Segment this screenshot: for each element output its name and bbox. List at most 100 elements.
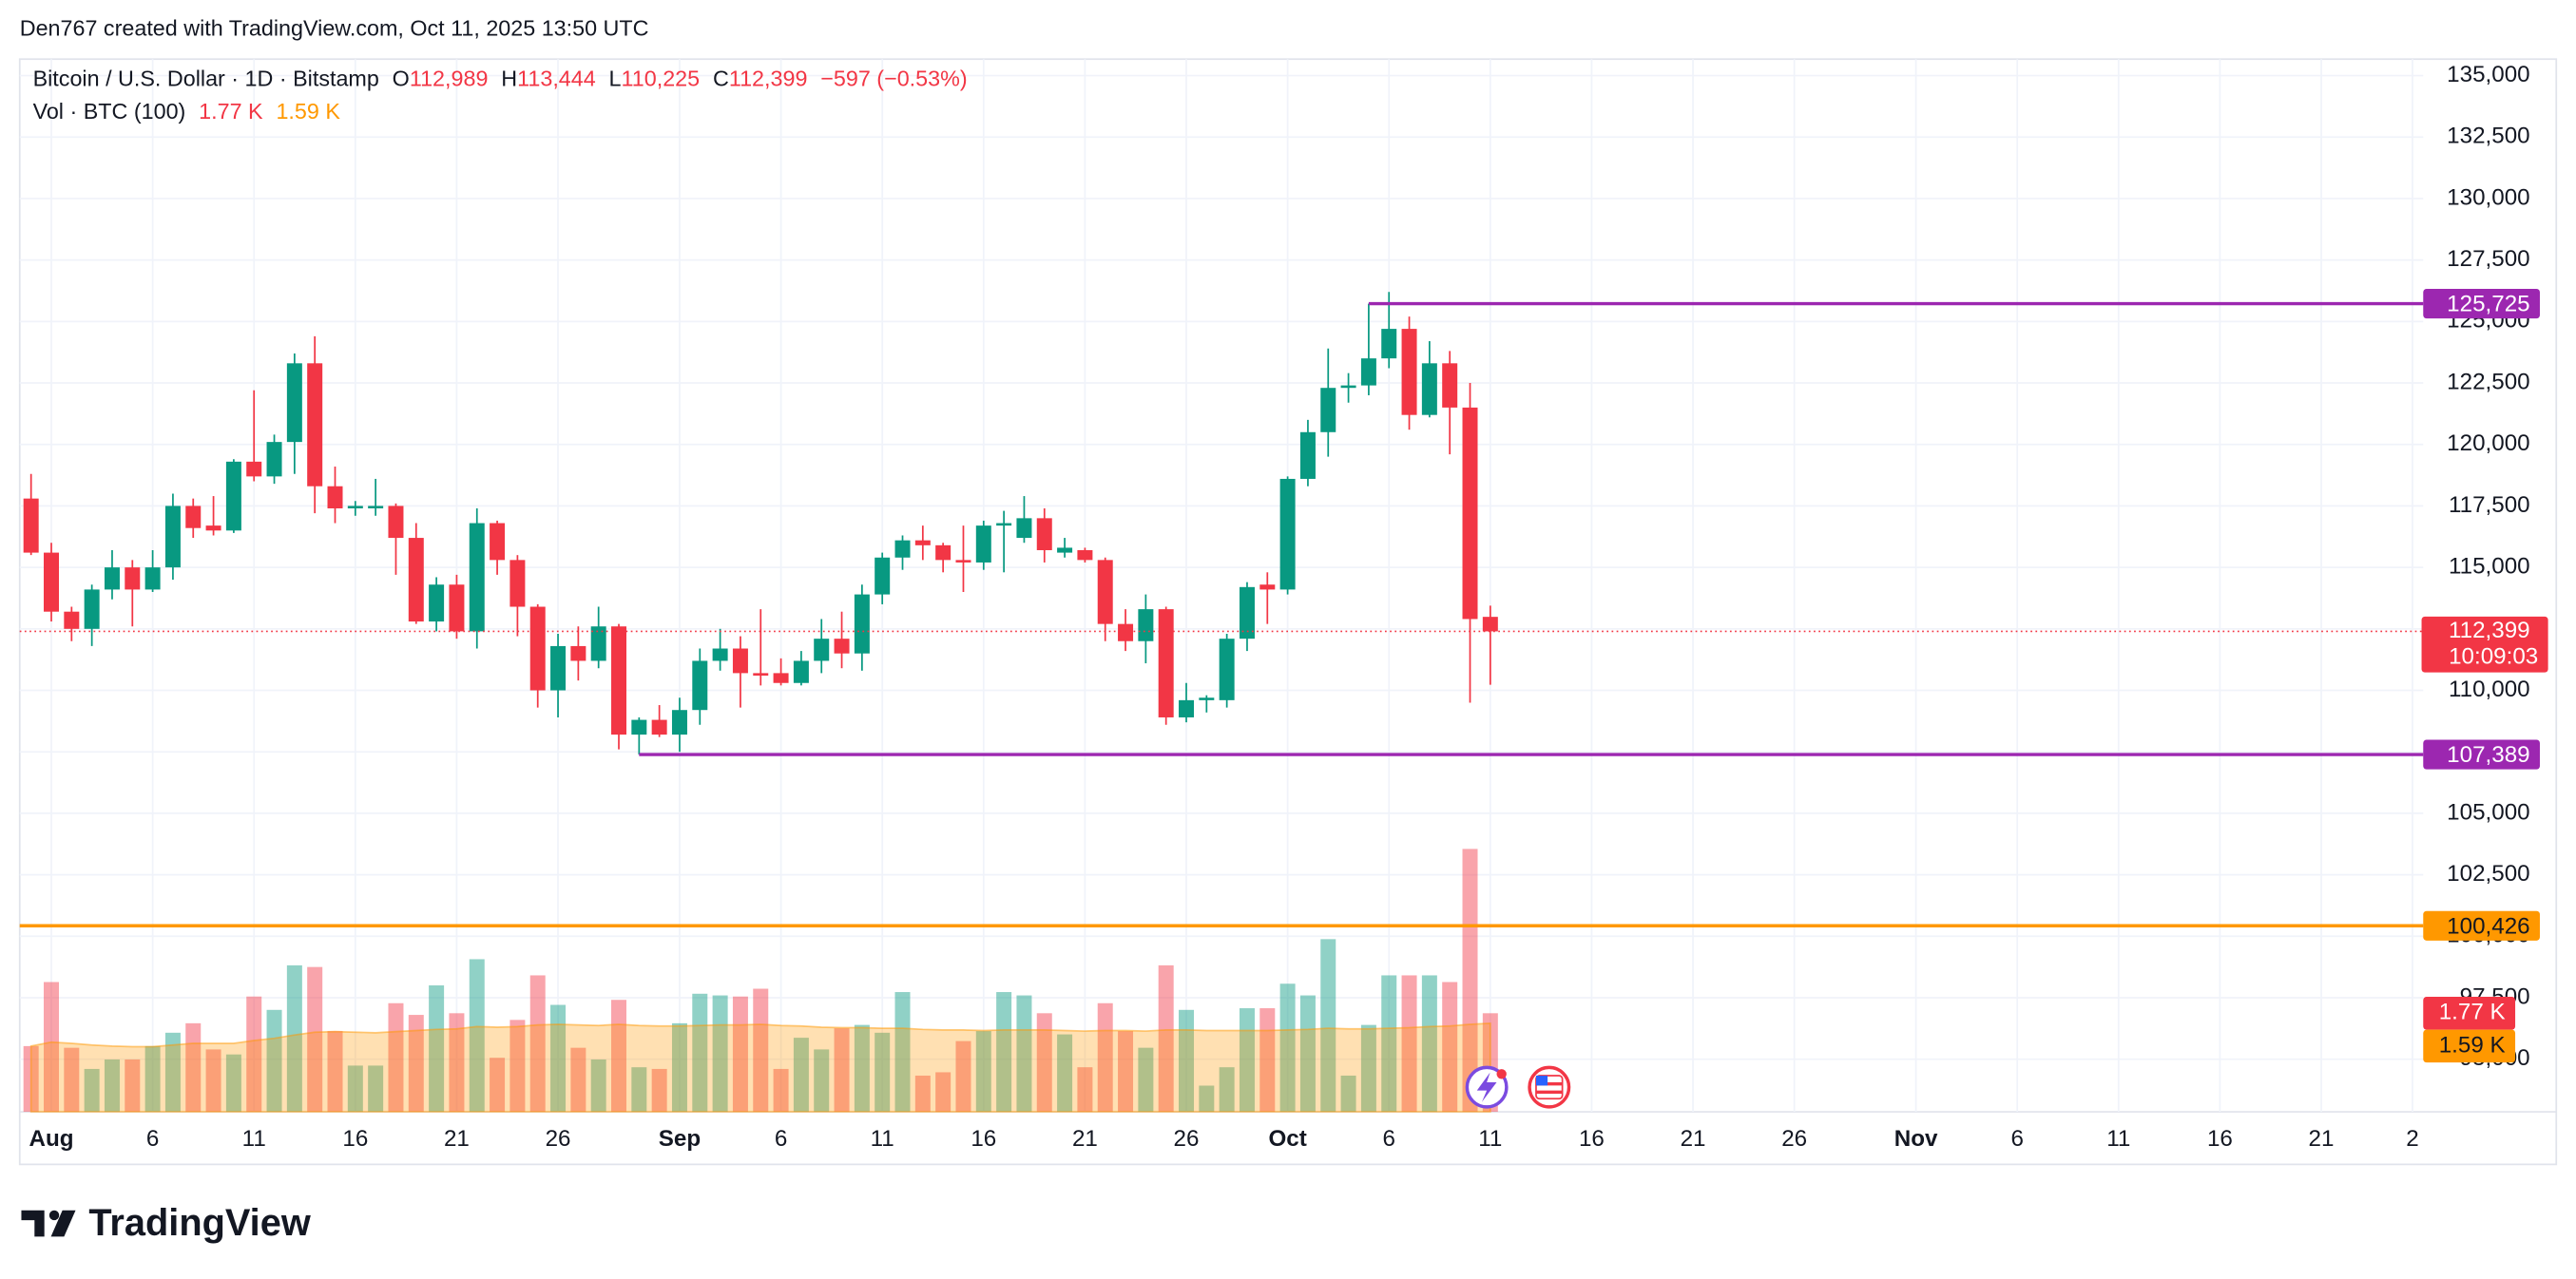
volume-bar bbox=[1016, 995, 1032, 1113]
volume-bar bbox=[44, 982, 59, 1113]
logo-text: TradingView bbox=[88, 1202, 310, 1244]
candle-body bbox=[125, 567, 141, 590]
countdown-label: 10:09:03 bbox=[2449, 643, 2538, 669]
y-tick-label: 130,000 bbox=[2447, 184, 2529, 210]
volume-bar bbox=[347, 1065, 363, 1113]
volume-bar bbox=[205, 1049, 221, 1113]
volume-bar bbox=[590, 1059, 606, 1113]
candle-body bbox=[1482, 617, 1498, 632]
candle-body bbox=[1340, 385, 1356, 389]
candle-body bbox=[246, 461, 262, 477]
volume-tag-label: 1.77 K bbox=[2439, 1000, 2506, 1025]
c-key: C bbox=[713, 67, 729, 91]
change-value: −597 (−0.53%) bbox=[820, 67, 967, 91]
level-tag bbox=[2423, 910, 2540, 941]
candle-body bbox=[205, 525, 221, 531]
volume-bar bbox=[631, 1067, 647, 1113]
logo-dot bbox=[48, 1210, 60, 1221]
candle-body bbox=[753, 673, 769, 676]
volume-bar bbox=[225, 1054, 241, 1113]
x-tick-label: 16 bbox=[971, 1126, 996, 1152]
symbol: Bitcoin / U.S. Dollar · 1D · Bitstamp bbox=[33, 67, 379, 91]
volume-bar bbox=[1320, 939, 1336, 1113]
candle-body bbox=[550, 645, 567, 691]
level-tag bbox=[2423, 289, 2540, 319]
candle-body bbox=[651, 719, 667, 735]
y-tick-label: 102,500 bbox=[2447, 861, 2529, 887]
volume-title: Vol · BTC (100) bbox=[33, 99, 186, 124]
volume-bar bbox=[793, 1038, 809, 1113]
volume-bar bbox=[104, 1059, 120, 1113]
candle-body bbox=[44, 552, 59, 612]
candle-body bbox=[955, 560, 971, 563]
volume-bar bbox=[1057, 1034, 1073, 1113]
volume-bar bbox=[570, 1047, 586, 1113]
event-icons bbox=[1465, 1065, 1571, 1109]
y-tick-label: 110,000 bbox=[2449, 677, 2530, 702]
candle-body bbox=[144, 567, 161, 590]
last-price-label: 112,399 bbox=[2449, 618, 2530, 643]
axes: 95,00097,500100,000102,500105,000107,500… bbox=[29, 62, 2548, 1152]
y-tick-label: 120,000 bbox=[2447, 430, 2529, 456]
candle-body bbox=[975, 525, 991, 563]
candle-body bbox=[1097, 560, 1113, 624]
candle-body bbox=[1158, 609, 1174, 717]
volume-ma-tag-label: 1.59 K bbox=[2439, 1032, 2506, 1058]
candle-body bbox=[1299, 431, 1316, 479]
volume-bar bbox=[550, 1004, 567, 1113]
close-value: 112,399 bbox=[729, 67, 808, 91]
level-label: 107,389 bbox=[2447, 742, 2529, 768]
logo-mark bbox=[21, 1210, 45, 1237]
open-value: 112,989 bbox=[410, 67, 489, 91]
volume-bar bbox=[1401, 975, 1417, 1113]
volume-ma-value: 1.59 K bbox=[276, 99, 340, 124]
volume-tag bbox=[2423, 997, 2516, 1030]
candle-body bbox=[875, 557, 891, 595]
volume-bar bbox=[509, 1020, 526, 1113]
volume-bar bbox=[490, 1058, 506, 1113]
volume-bar bbox=[1381, 975, 1397, 1113]
volume-bar bbox=[935, 1072, 952, 1113]
header: Den767 created with TradingView.com, Oct… bbox=[20, 15, 649, 40]
level-tag bbox=[2423, 739, 2540, 770]
legend-line: Bitcoin / U.S. Dollar · 1D · Bitstamp O11… bbox=[33, 67, 968, 91]
candle-body bbox=[1279, 478, 1296, 590]
candle-body bbox=[490, 523, 506, 561]
volume-bar bbox=[1077, 1067, 1093, 1113]
candle-body bbox=[712, 648, 728, 661]
volume-bar bbox=[144, 1045, 161, 1113]
volume-bar bbox=[1158, 964, 1174, 1113]
volume-bar bbox=[469, 959, 485, 1113]
x-tick-label: 11 bbox=[1478, 1126, 1502, 1152]
volume-bar bbox=[955, 1040, 971, 1113]
candle-body bbox=[1360, 358, 1376, 386]
candle-body bbox=[509, 560, 526, 607]
candle-body bbox=[286, 363, 302, 443]
candle-body bbox=[449, 584, 465, 632]
volume-value: 1.77 K bbox=[199, 99, 263, 124]
volume-bar bbox=[1462, 849, 1478, 1113]
volume-bar bbox=[327, 1031, 343, 1113]
volume-bar bbox=[1299, 995, 1316, 1113]
candle-body bbox=[1057, 547, 1073, 553]
x-tick-label: 6 bbox=[1382, 1126, 1394, 1152]
y-tick-label: 105,000 bbox=[2447, 799, 2529, 825]
candle-body bbox=[185, 506, 202, 528]
x-tick-label: 2 bbox=[2406, 1126, 2418, 1152]
volume-bar bbox=[1442, 982, 1458, 1113]
candle-body bbox=[84, 589, 100, 629]
volume-bar bbox=[164, 1032, 181, 1113]
candle-body bbox=[1016, 518, 1032, 539]
candle-body bbox=[388, 506, 404, 539]
level-label: 125,725 bbox=[2447, 292, 2529, 317]
candle-body bbox=[1138, 609, 1154, 641]
volume-bar bbox=[1259, 1008, 1276, 1113]
y-tick-label: 117,500 bbox=[2449, 492, 2530, 518]
candle-body bbox=[671, 710, 687, 735]
volume-ma-tag bbox=[2423, 1029, 2516, 1063]
candle-body bbox=[590, 626, 606, 661]
x-tick-label: 16 bbox=[342, 1126, 368, 1152]
low-value: 110,225 bbox=[622, 67, 701, 91]
candle-body bbox=[814, 639, 830, 661]
